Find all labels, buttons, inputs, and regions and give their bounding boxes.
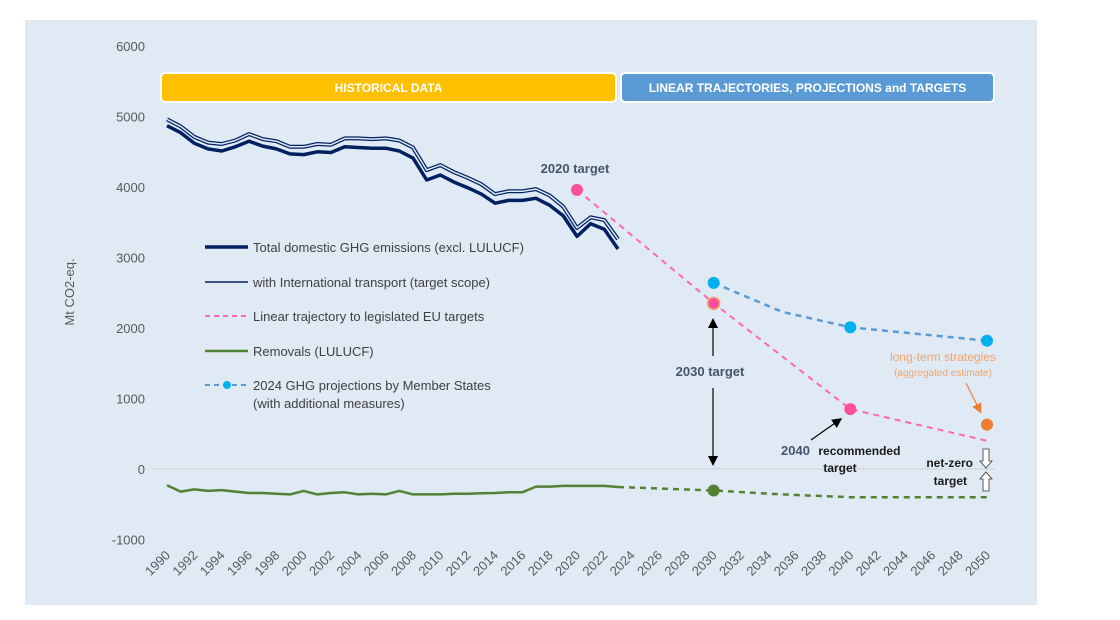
series-intl-transport-line (166, 117, 620, 241)
y-tick-label: 4000 (116, 180, 145, 195)
point-2020-target (571, 183, 583, 196)
x-tick-label: 2026 (634, 548, 665, 579)
x-tick-label: 2032 (716, 548, 747, 579)
y-axis-ticks: 6000 5000 4000 3000 2000 1000 0 -1000 (112, 39, 145, 548)
y-tick-label: 3000 (116, 251, 145, 266)
x-tick-label: 2002 (306, 548, 337, 579)
x-tick-label: 1992 (169, 548, 200, 579)
point-2040-recommended-target (844, 403, 857, 416)
legend-marker-projections (223, 381, 231, 389)
x-tick-label: 2050 (962, 548, 993, 579)
legend-label-projections-sub: (with additional measures) (253, 396, 405, 411)
y-tick-label: -1000 (112, 533, 145, 548)
x-tick-label: 2046 (907, 548, 938, 579)
y-tick-label: 0 (138, 462, 145, 477)
x-tick-label: 2036 (771, 548, 802, 579)
annotation-lts-line1: long-term strategies (890, 350, 996, 364)
annotation-2020-target: 2020 target (541, 161, 610, 176)
x-tick-label: 2008 (388, 548, 419, 579)
x-tick-label: 2048 (935, 548, 966, 579)
annotation-2030-target: 2030 target (676, 364, 745, 379)
x-tick-label: 2042 (853, 548, 884, 579)
point-removals-2030 (707, 484, 720, 497)
annotation-netzero-line2: target (934, 474, 967, 488)
x-tick-label: 2000 (279, 548, 310, 579)
x-tick-label: 1990 (142, 548, 173, 579)
series-total-domestic-line (166, 124, 620, 250)
netzero-down-arrow-icon (979, 448, 993, 469)
legend-label-trajectory: Linear trajectory to legislated EU targe… (253, 309, 485, 324)
x-tick-label: 2034 (743, 548, 774, 579)
x-tick-label: 2024 (607, 548, 638, 579)
points-layer (571, 183, 993, 497)
x-tick-label: 2014 (470, 548, 501, 579)
banner-projections-label: LINEAR TRAJECTORIES, PROJECTIONS and TAR… (649, 81, 967, 95)
annotation-2040-target: 2040 recommended (781, 442, 900, 459)
y-tick-label: 6000 (116, 39, 145, 54)
series-ms-projections-line (713, 281, 988, 342)
series-removals-projection-line (617, 485, 987, 499)
x-tick-label: 1994 (197, 548, 228, 579)
series-linear-trajectory-line (576, 189, 988, 442)
legend: Total domestic GHG emissions (excl. LULU… (205, 240, 524, 411)
x-tick-label: 2010 (415, 548, 446, 579)
arrow-2040-icon (810, 418, 843, 441)
x-tick-label: 2044 (880, 548, 911, 579)
y-tick-label: 5000 (116, 110, 145, 125)
banner-historical-box (160, 72, 617, 103)
series-intl-transport-inner (166, 118, 619, 240)
x-tick-label: 2020 (552, 548, 583, 579)
legend-label-total: Total domestic GHG emissions (excl. LULU… (253, 240, 524, 255)
annotation-2040-recommended: recommended (818, 444, 900, 458)
series-ms-projections-marker (844, 321, 857, 334)
banner-projections: LINEAR TRAJECTORIES, PROJECTIONS and TAR… (620, 72, 995, 103)
legend-label-intl: with International transport (target sco… (252, 275, 490, 290)
x-tick-label: 2030 (689, 548, 720, 579)
x-tick-label: 1996 (224, 548, 255, 579)
banner-projections-box (620, 72, 995, 103)
annotation-netzero-line1: net-zero (926, 456, 973, 470)
series-ms-projections-marker (981, 334, 993, 347)
x-tick-label: 2006 (361, 548, 392, 579)
annotation-lts-line2: (aggregated estimate) (894, 368, 992, 379)
series-ms-projections-marker (707, 276, 720, 289)
x-tick-label: 2022 (579, 548, 610, 579)
point-long-term-strategies-aggregated-estimate (981, 418, 993, 431)
x-tick-label: 2028 (661, 548, 692, 579)
y-axis-label: Mt CO2-eq. (62, 258, 77, 325)
arrow-lts-icon (965, 382, 982, 414)
point-2030-target (706, 296, 721, 311)
x-tick-label: 2016 (497, 548, 528, 579)
y-tick-label: 2000 (116, 321, 145, 336)
legend-label-removals: Removals (LULUCF) (253, 344, 374, 359)
x-tick-label: 2018 (525, 548, 556, 579)
chart-panel (25, 20, 1037, 605)
x-tick-label: 2004 (333, 548, 364, 579)
series-layer (166, 117, 993, 499)
banner-historical-label: HISTORICAL DATA (335, 81, 443, 95)
banner-historical: HISTORICAL DATA (160, 72, 617, 103)
x-tick-label: 2012 (443, 548, 474, 579)
legend-label-projections: 2024 GHG projections by Member States (253, 378, 491, 393)
x-tick-label: 2040 (825, 548, 856, 579)
annotation-2040-target-line2: target (823, 461, 856, 475)
netzero-up-arrow-icon (979, 471, 993, 492)
y-tick-label: 1000 (116, 392, 145, 407)
annotation-2040-year: 2040 (781, 443, 810, 458)
x-tick-label: 2038 (798, 548, 829, 579)
series-removals-line (166, 484, 619, 496)
x-tick-label: 1998 (251, 548, 282, 579)
x-axis-ticks: 1990199219941996199820002002200420062008… (142, 548, 993, 579)
